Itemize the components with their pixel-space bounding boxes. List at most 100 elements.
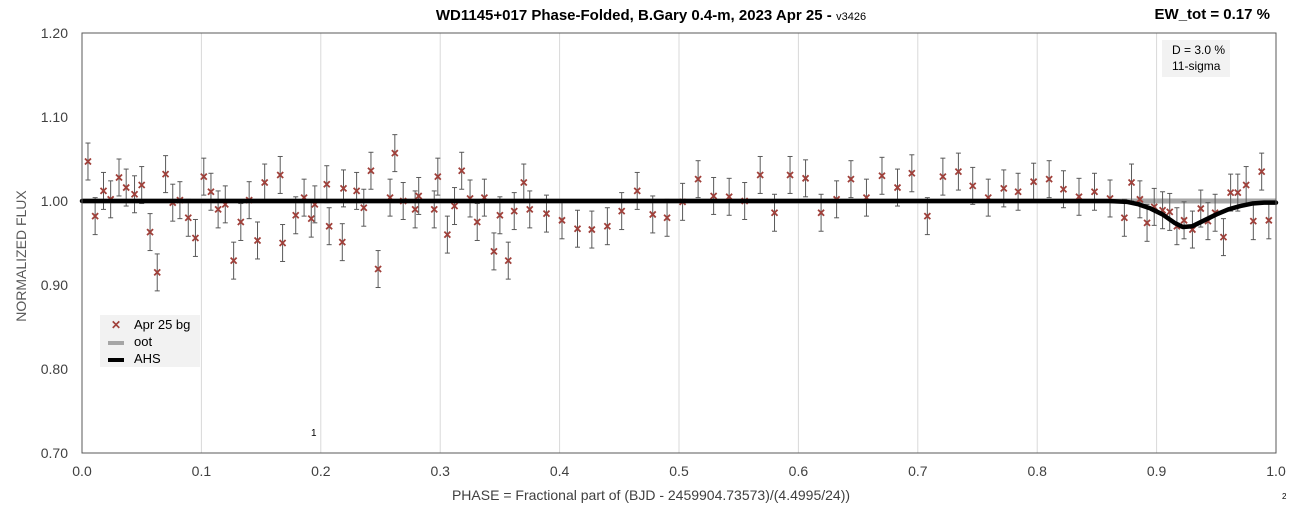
legend-item-oot: oot xyxy=(108,333,152,350)
data-point xyxy=(954,152,963,191)
data-point xyxy=(261,163,269,202)
x-marker xyxy=(969,182,977,190)
data-point xyxy=(1014,172,1022,211)
data-point xyxy=(1120,198,1128,237)
x-marker xyxy=(261,178,269,187)
x-marker xyxy=(130,190,139,198)
data-point xyxy=(1136,180,1144,219)
data-point xyxy=(91,197,99,236)
x-marker xyxy=(663,214,671,222)
data-point xyxy=(984,178,992,217)
x-tick-label: 0.0 xyxy=(72,463,92,479)
x-marker xyxy=(122,183,130,192)
data-point xyxy=(939,157,947,196)
ew-tot-annotation: EW_tot = 0.17 % xyxy=(1154,6,1270,23)
data-point xyxy=(276,155,284,194)
y-axis-label: NORMALIZED FLUX xyxy=(13,190,29,322)
chart-title: WD1145+017 Phase-Folded, B.Gary 0.4-m, 2… xyxy=(0,7,1302,25)
data-point xyxy=(338,223,346,262)
grid-lines xyxy=(200,33,1158,453)
x-marker xyxy=(908,169,916,177)
x-marker xyxy=(1136,195,1144,203)
x-marker xyxy=(1219,233,1228,241)
x-marker xyxy=(694,175,702,183)
x-marker xyxy=(817,209,825,217)
x-marker xyxy=(237,218,245,226)
x-marker xyxy=(352,187,361,195)
x-marker xyxy=(1120,214,1128,222)
data-point xyxy=(1075,177,1083,216)
data-point xyxy=(300,178,308,217)
x-marker xyxy=(325,222,333,230)
data-point xyxy=(146,213,154,252)
x-marker xyxy=(146,228,154,236)
legend-line-ahs xyxy=(108,351,124,367)
x-marker xyxy=(878,172,886,180)
data-point xyxy=(603,207,611,246)
data-point xyxy=(1188,210,1197,249)
legend-label: Apr 25 bg xyxy=(134,317,191,333)
data-point xyxy=(99,171,108,210)
x-marker xyxy=(756,171,764,179)
data-point xyxy=(278,224,287,262)
data-point xyxy=(786,155,794,194)
legend-item-ahs: AHS xyxy=(108,350,161,367)
data-point xyxy=(430,190,438,229)
y-tick-label: 0.70 xyxy=(41,445,68,461)
legend-line-oot xyxy=(108,334,124,350)
data-point xyxy=(908,154,916,193)
plot-frame xyxy=(81,32,1277,454)
data-point xyxy=(633,171,641,210)
data-point xyxy=(191,218,200,257)
x-marker xyxy=(504,257,512,265)
data-point xyxy=(325,207,333,246)
marker-label-1: 1 xyxy=(311,428,317,439)
x-marker xyxy=(770,209,779,217)
data-point xyxy=(184,198,192,237)
x-tick-label: 0.4 xyxy=(550,463,570,479)
x-marker xyxy=(191,234,200,242)
data-point xyxy=(214,190,222,229)
x-marker xyxy=(847,175,855,183)
x-marker xyxy=(1226,188,1235,197)
title-main: WD1145+017 Phase-Folded, B.Gary 0.4-m, 2… xyxy=(435,7,832,24)
data-point xyxy=(207,172,215,211)
x-marker xyxy=(496,211,504,219)
x-marker xyxy=(184,214,192,222)
x-marker xyxy=(200,173,208,181)
x-marker xyxy=(709,192,718,200)
depth-text: D = 3.0 % xyxy=(1172,43,1226,57)
sigma-text: 11-sigma xyxy=(1172,59,1221,73)
x-tick-label: 0.5 xyxy=(669,463,689,479)
tick-labels: 0.0 0.1 0.2 0.3 0.4 0.5 0.6 0.7 0.8 0.9 1.0 0.70 0.8… xyxy=(41,25,1286,479)
x-tick-label: 0.2 xyxy=(311,463,331,479)
x-marker xyxy=(278,239,287,247)
data-point xyxy=(411,190,419,229)
data-point xyxy=(510,192,518,231)
title-version: v3426 xyxy=(836,11,867,23)
legend-label: AHS xyxy=(134,351,161,367)
data-point xyxy=(923,197,931,236)
x-marker xyxy=(207,188,215,196)
x-marker xyxy=(1242,181,1250,189)
x-marker xyxy=(510,207,518,215)
data-point xyxy=(434,157,442,196)
x-axis-label: PHASE = Fractional part of (BJD - 245990… xyxy=(451,487,851,503)
legend: ✕ Apr 25 bg oot AHS xyxy=(100,315,200,367)
x-marker xyxy=(339,184,348,193)
x-marker xyxy=(450,202,459,210)
legend-item-apr25bg: ✕ Apr 25 bg xyxy=(108,316,190,333)
data-point xyxy=(443,215,452,254)
x-marker xyxy=(1059,185,1068,193)
x-marker xyxy=(434,173,442,181)
x-marker xyxy=(1166,208,1174,216)
data-point xyxy=(878,156,886,195)
x-marker xyxy=(1090,188,1099,196)
data-point xyxy=(323,165,331,204)
data-point xyxy=(1143,203,1151,242)
data-point xyxy=(801,159,810,198)
x-marker xyxy=(649,210,657,219)
plot-border xyxy=(81,32,1277,454)
x-marker xyxy=(253,236,262,245)
